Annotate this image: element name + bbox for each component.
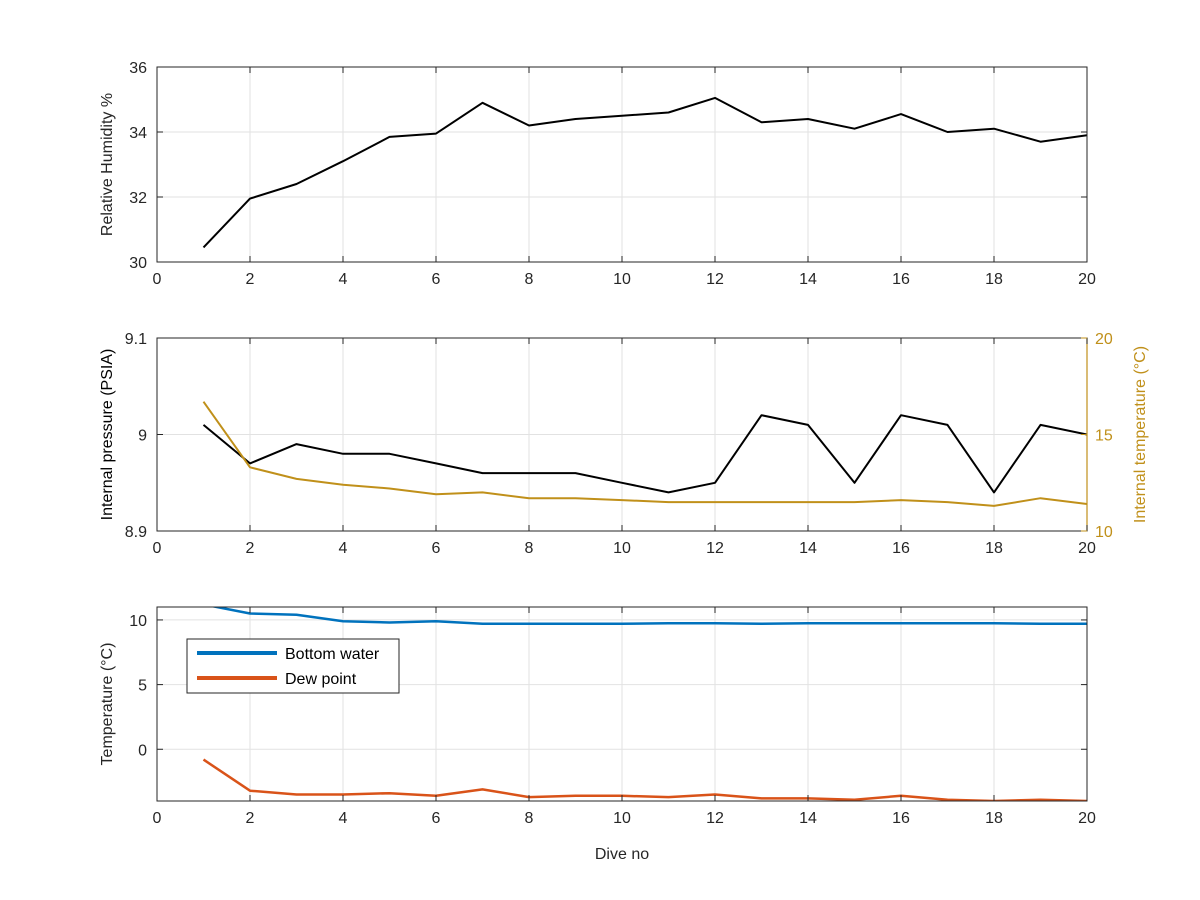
x-tick-label: 4 [339,271,348,288]
x-tick-label: 2 [246,271,255,288]
x-tick-label: 10 [613,271,631,288]
y-axis-label: Internal pressure (PSIA) [99,349,116,521]
x-tick-label: 18 [985,810,1003,827]
x-tick-label: 10 [613,540,631,557]
x-tick-label: 0 [153,271,162,288]
series-line-0 [202,96,1087,249]
x-axis-label: Dive no [595,846,649,863]
x-tick-label: 12 [706,810,724,827]
legend-label: Dew point [285,671,357,688]
temperature-panel: 0 2 4 6 8 10 12 14 16 18 20 0 5 10 Temperature (°C) Div… [99,606,1096,863]
x-tick-label: 8 [525,540,534,557]
y-axis-label: Relative Humidity % [99,93,116,236]
y-tick-label: 30 [129,255,147,272]
x-tick-label: 8 [525,271,534,288]
series-group [202,607,1087,801]
y-right-tick-label: 10 [1095,524,1113,541]
x-tick-label: 2 [246,810,255,827]
x-tick-label: 16 [892,540,910,557]
pressure-temperature-panel: 0 2 4 6 8 10 12 14 16 18 20 8.9 9 9.1 10 15 20 Internal t… [99,331,1149,557]
series-group [202,401,1087,507]
x-tick-label: 12 [706,540,724,557]
x-tick-label: 6 [432,810,441,827]
y-tick-label: 34 [129,125,147,142]
y-tick-label: 8.9 [125,524,147,541]
y-tick-label: 10 [129,613,147,630]
y-tick-label: 9.1 [125,331,147,348]
y-right-tick-label: 20 [1095,331,1113,348]
x-tick-label: 14 [799,540,817,557]
x-tick-label: 2 [246,540,255,557]
x-tick-label: 20 [1078,271,1096,288]
series-group [202,96,1087,249]
series-line-1 [202,401,1087,507]
x-tick-label: 18 [985,540,1003,557]
series-line-bottom-water [210,607,1087,626]
y-tick-label: 5 [138,678,147,695]
y-tick-label: 36 [129,60,147,77]
x-tick-label: 6 [432,540,441,557]
series-line-0 [202,414,1087,494]
x-tick-label: 10 [613,810,631,827]
x-tick-label: 16 [892,810,910,827]
x-tick-label: 8 [525,810,534,827]
x-tick-label: 16 [892,271,910,288]
x-tick-label: 12 [706,271,724,288]
x-tick-label: 18 [985,271,1003,288]
x-tick-label: 0 [153,540,162,557]
x-tick-label: 0 [153,810,162,827]
y-axis-label: Temperature (°C) [99,643,116,766]
x-tick-label: 20 [1078,810,1096,827]
legend-label: Bottom water [285,646,380,663]
x-tick-label: 6 [432,271,441,288]
x-tick-label: 4 [339,810,348,827]
x-tick-label: 14 [799,271,817,288]
y-tick-label: 9 [138,428,147,445]
y-tick-label: 32 [129,190,147,207]
x-tick-label: 4 [339,540,348,557]
y-axis-right-label: Internal temperature (°C) [1132,346,1149,523]
x-tick-label: 20 [1078,540,1096,557]
x-tick-label: 14 [799,810,817,827]
series-line-dew-point [202,758,1087,801]
legend-box [186,638,400,694]
humidity-panel: 0 2 4 6 8 10 12 14 16 18 20 30 32 34 36 Relative Humidi… [99,60,1096,288]
y-tick-label: 0 [138,742,147,759]
y-right-tick-label: 15 [1095,428,1113,445]
